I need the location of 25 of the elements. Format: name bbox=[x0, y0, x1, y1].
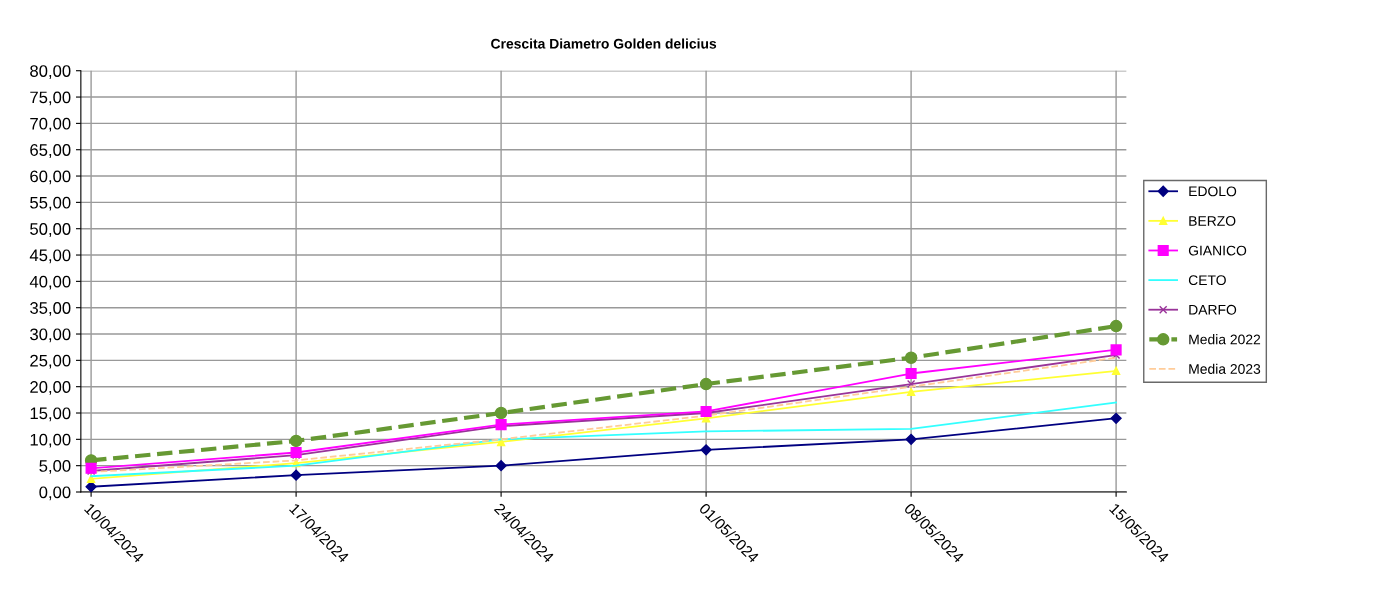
legend-label: Media 2022 bbox=[1189, 334, 1261, 345]
y-tick-label: 0,00 bbox=[39, 486, 71, 501]
y-tick-label: 40,00 bbox=[29, 275, 71, 290]
y-tick-label: 80,00 bbox=[30, 65, 71, 79]
y-tick-label: 50,00 bbox=[30, 223, 71, 237]
legend-label: DARFO bbox=[1189, 304, 1237, 315]
y-tick-label: 30,00 bbox=[30, 328, 71, 343]
y-tick-label: 65,00 bbox=[30, 144, 71, 158]
y-tick-label: 15,00 bbox=[30, 407, 71, 422]
chart-title: Crescita Diametro Golden delicius bbox=[491, 38, 717, 49]
y-tick-label: 10,00 bbox=[30, 433, 71, 448]
legend-label: CETO bbox=[1188, 275, 1226, 286]
y-tick-label: 45,00 bbox=[29, 249, 71, 264]
y-tick-label: 60,00 bbox=[30, 170, 71, 185]
legend-label: Media 2023 bbox=[1189, 363, 1261, 374]
legend-label: GIANICO bbox=[1188, 245, 1247, 256]
y-tick-label: 25,00 bbox=[30, 354, 71, 369]
legend-label: BERZO bbox=[1189, 216, 1236, 226]
y-tick-label: 70,00 bbox=[30, 117, 71, 132]
y-tick-label: 5,00 bbox=[39, 460, 71, 474]
legend-label: EDOLO bbox=[1189, 186, 1237, 197]
y-tick-label: 20,00 bbox=[30, 381, 71, 395]
y-tick-label: 55,00 bbox=[30, 196, 71, 211]
y-tick-label: 35,00 bbox=[30, 302, 71, 316]
y-tick-label: 75,00 bbox=[30, 91, 71, 106]
